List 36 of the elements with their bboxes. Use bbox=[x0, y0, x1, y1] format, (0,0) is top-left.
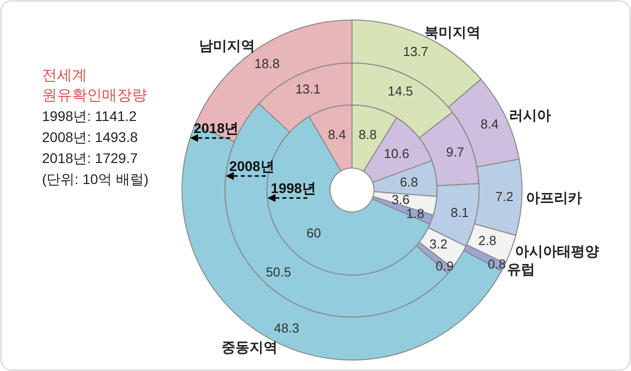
data-label: 50.5 bbox=[266, 264, 292, 280]
data-label: 3.2 bbox=[429, 236, 448, 252]
data-label: 18.8 bbox=[254, 56, 280, 71]
slice-label: 아프리카 bbox=[526, 190, 582, 206]
data-label: 8.4 bbox=[328, 126, 346, 142]
data-label: 2.8 bbox=[478, 233, 496, 248]
data-label: 7.2 bbox=[495, 189, 514, 204]
data-label: 9.7 bbox=[446, 144, 464, 160]
data-label: 6.8 bbox=[400, 174, 418, 190]
data-label: 13.7 bbox=[402, 44, 428, 59]
data-label: 3.6 bbox=[392, 192, 410, 207]
data-label: 60 bbox=[306, 225, 321, 240]
data-label: 48.3 bbox=[274, 320, 300, 336]
data-label: 13.1 bbox=[295, 82, 321, 97]
data-label: 0.8 bbox=[488, 256, 506, 272]
text: 1998년: 1141.2 bbox=[42, 108, 137, 126]
slice-label: 북미지역 bbox=[424, 24, 481, 40]
slice-label: 아시아태평양 bbox=[514, 242, 599, 259]
text: 2008년: 1493.8 bbox=[42, 129, 138, 147]
slice-label: 유럽 bbox=[507, 260, 536, 277]
slice-label: 2018년 bbox=[194, 120, 239, 136]
slice-label: 1998년 bbox=[270, 180, 316, 196]
data-label: 14.5 bbox=[388, 84, 414, 99]
slice-label: 2008년 bbox=[229, 158, 274, 174]
text: (단위: 10억 배럴) bbox=[42, 171, 149, 189]
data-label: 8.4 bbox=[480, 116, 499, 132]
slice-label: 중동지역 bbox=[221, 339, 278, 356]
data-label: 0.9 bbox=[436, 258, 454, 274]
text: 2018년: 1729.7 bbox=[42, 150, 138, 168]
data-label: 10.6 bbox=[384, 146, 410, 162]
data-label: 8.1 bbox=[450, 204, 469, 220]
slice-label: 러시아 bbox=[508, 106, 551, 123]
data-label: 1.8 bbox=[406, 206, 424, 222]
slice-label: 남미지역 bbox=[199, 37, 256, 54]
data-label: 8.8 bbox=[358, 127, 377, 142]
text: 전세계 원유확인매장량 bbox=[42, 66, 148, 106]
